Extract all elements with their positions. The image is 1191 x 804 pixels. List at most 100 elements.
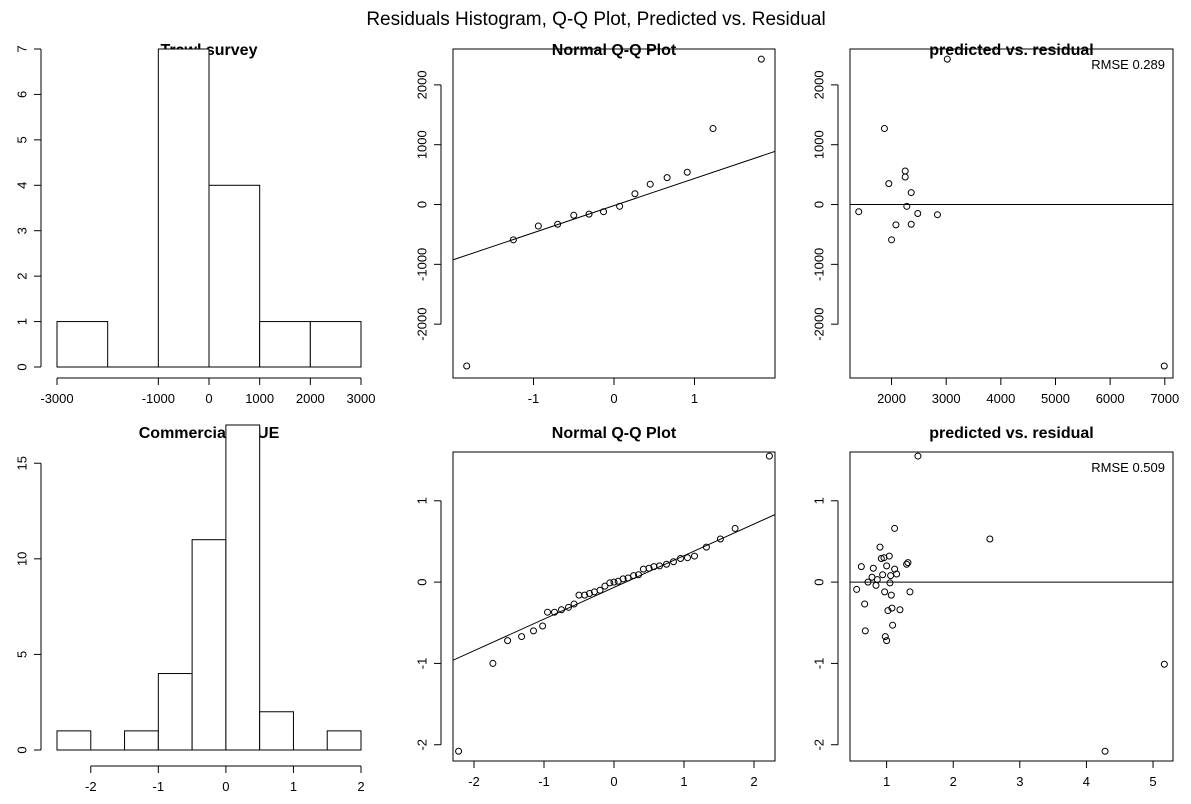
data-point xyxy=(504,637,512,645)
histogram-bar xyxy=(157,673,193,751)
data-point xyxy=(656,562,663,570)
data-point xyxy=(889,621,897,629)
y-tick-label: 1 xyxy=(811,497,826,504)
y-tick-label: 0 xyxy=(14,363,29,370)
x-tick-label: -2 xyxy=(468,774,480,789)
figure-title: Residuals Histogram, Q-Q Plot, Predicted… xyxy=(366,9,825,30)
data-point xyxy=(914,210,922,217)
data-point xyxy=(896,606,904,614)
plot-frame xyxy=(452,48,776,379)
x-tick-label: 5 xyxy=(1149,774,1156,789)
y-tick-label: 4 xyxy=(14,182,29,189)
data-point xyxy=(861,600,869,608)
x-tick-label: 1 xyxy=(691,391,698,406)
x-tick-label: 3 xyxy=(1016,774,1023,789)
panels-group: Trawl survey-3000-1000010002000300001234… xyxy=(14,42,1179,794)
y-tick-label: 2000 xyxy=(414,70,429,99)
data-point xyxy=(891,524,899,532)
data-point xyxy=(716,535,724,543)
data-point xyxy=(455,747,463,755)
data-point xyxy=(914,452,922,460)
data-point xyxy=(709,125,717,133)
y-tick-label: -2000 xyxy=(414,308,429,341)
data-point xyxy=(861,627,869,635)
data-point xyxy=(906,588,914,596)
data-point xyxy=(888,236,896,244)
y-tick-label: -2 xyxy=(414,739,429,751)
y-tick-label: 2000 xyxy=(811,70,826,99)
y-tick-label: -1 xyxy=(811,658,826,670)
histogram-bar xyxy=(259,321,311,368)
y-tick-label: 0 xyxy=(414,578,429,585)
data-point xyxy=(1160,660,1168,668)
data-point xyxy=(853,585,861,593)
x-tick-label: 3000 xyxy=(932,391,961,406)
data-point xyxy=(883,637,891,645)
data-point xyxy=(903,560,911,568)
data-point xyxy=(684,554,691,562)
data-point xyxy=(463,362,471,370)
data-point xyxy=(893,570,901,578)
panel-title: predicted vs. residual xyxy=(929,42,1094,59)
histogram-bar xyxy=(124,730,159,751)
y-tick-label: -1 xyxy=(414,658,429,670)
data-point xyxy=(570,211,578,219)
panel-3: predicted vs. residual 2000 3000 4000 5000 60… xyxy=(811,42,1179,406)
data-point xyxy=(518,633,526,641)
y-tick-label: 0 xyxy=(14,746,29,753)
data-point xyxy=(933,211,941,219)
histogram-bar xyxy=(208,184,261,368)
data-point xyxy=(663,560,670,568)
data-point xyxy=(888,604,896,612)
data-point xyxy=(903,202,911,210)
data-point xyxy=(765,452,773,460)
data-point xyxy=(864,578,872,586)
y-tick-label: 5 xyxy=(14,651,29,658)
data-point xyxy=(570,600,578,608)
x-tick-label: -1000 xyxy=(142,391,175,406)
data-point xyxy=(639,565,647,573)
histogram-bar xyxy=(259,711,294,751)
histogram-bar xyxy=(157,48,210,368)
data-point xyxy=(551,608,558,616)
data-point xyxy=(881,633,889,641)
y-tick-label: 1 xyxy=(14,318,29,325)
data-point xyxy=(586,589,593,597)
data-point xyxy=(855,208,863,216)
data-point xyxy=(702,543,710,551)
x-tick-label: -1 xyxy=(153,779,165,794)
x-tick-label: 2 xyxy=(750,774,757,789)
panel-1: Trawl survey-3000-1000010002000300001234… xyxy=(14,42,375,406)
y-tick-label: 3 xyxy=(14,227,29,234)
data-point xyxy=(630,572,638,580)
data-point xyxy=(670,558,677,566)
data-point xyxy=(606,579,614,587)
y-tick-label: -2000 xyxy=(811,308,826,341)
x-tick-label: 1 xyxy=(883,774,890,789)
qq-reference-line xyxy=(453,513,775,661)
y-tick-label: -1000 xyxy=(414,248,429,281)
x-tick-label: 0 xyxy=(610,391,617,406)
data-point xyxy=(901,173,909,181)
data-point xyxy=(879,571,887,579)
y-tick-label: 0 xyxy=(811,201,826,208)
panel-title: Normal Q-Q Plot xyxy=(552,42,677,59)
x-tick-label: 7000 xyxy=(1150,391,1179,406)
x-tick-label: 0 xyxy=(222,779,229,794)
data-point xyxy=(901,167,909,175)
data-point xyxy=(943,55,951,63)
data-point xyxy=(601,582,609,590)
rmse-annotation: RMSE 0.289 xyxy=(1091,57,1165,72)
x-tick-label: -3000 xyxy=(40,391,73,406)
x-tick-label: 1 xyxy=(680,774,687,789)
data-point xyxy=(857,563,865,571)
data-point xyxy=(883,562,891,570)
data-point xyxy=(986,535,994,543)
data-point xyxy=(585,210,593,218)
x-tick-label: 6000 xyxy=(1096,391,1125,406)
data-point xyxy=(907,189,915,197)
data-point xyxy=(635,571,642,579)
y-tick-label: 2 xyxy=(14,273,29,280)
data-point xyxy=(558,606,565,614)
